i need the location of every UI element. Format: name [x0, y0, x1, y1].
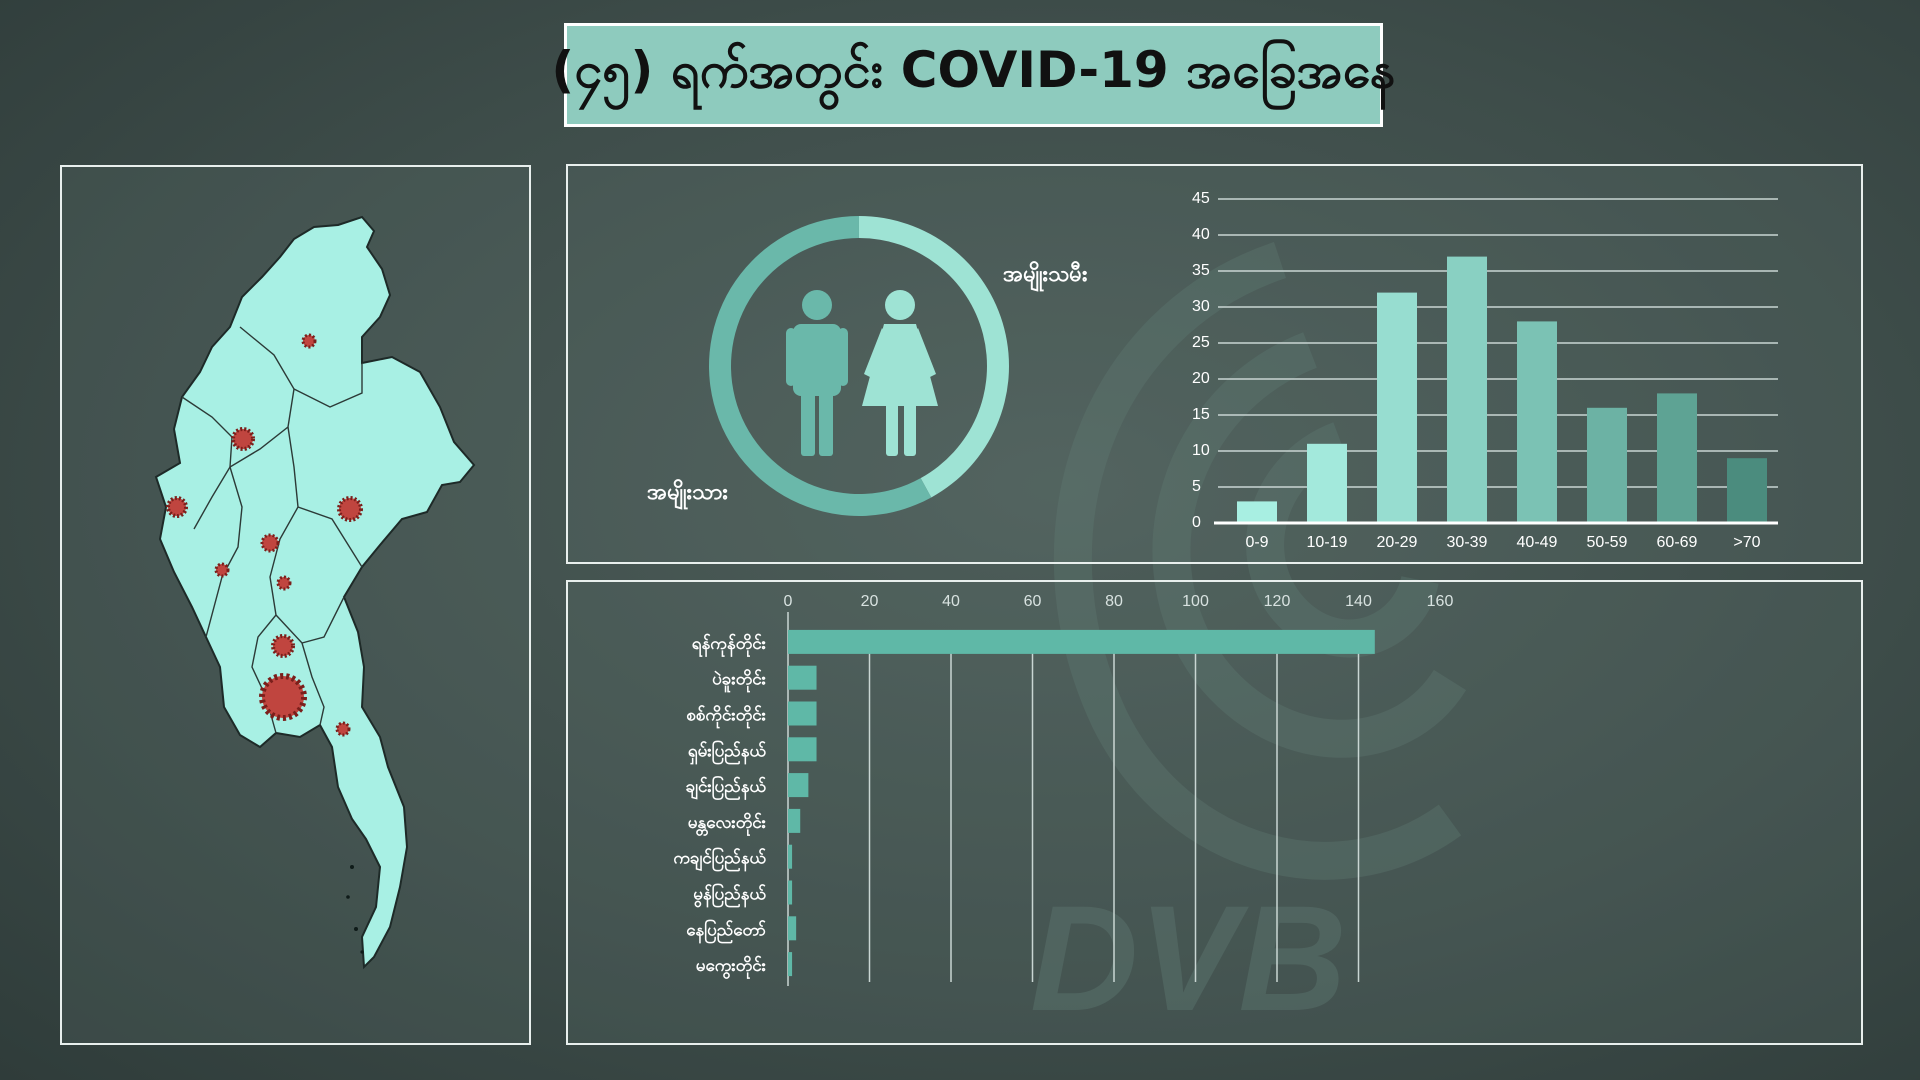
region-category-label: မန္တလေးတိုင်း	[688, 812, 767, 837]
age-ytick-label: 30	[1192, 298, 1210, 315]
region-xtick-label: 40	[942, 593, 960, 610]
donut-slice-male	[709, 216, 932, 516]
region-svg: 0 20 40 60 80 100 120 140 160 ရန်ကုန်တိုင်းပဲခူးတ…	[673, 593, 1453, 986]
region-bar	[788, 701, 817, 726]
age-bar-chart: 0 5 10 15 20 25 30 35 40 45 0-9 10-19 20-29 30-39 40-4…	[1192, 190, 1778, 551]
age-bar	[1307, 443, 1347, 523]
region-category-label: ရှမ်းပြည်နယ်	[688, 738, 767, 765]
region-xtick-label: 60	[1024, 593, 1042, 610]
page-title: (၄၅) ရက်အတွင်း COVID-19 အခြေအနေ	[551, 40, 1396, 99]
female-icon	[862, 290, 938, 456]
region-bar	[788, 737, 817, 762]
age-ytick-label: 40	[1192, 226, 1210, 243]
age-xtick-label: 50-59	[1587, 534, 1628, 551]
region-category-label: မွန်ပြည်နယ်	[693, 882, 766, 909]
virus-icon	[214, 562, 230, 578]
age-ytick-label: 20	[1192, 370, 1210, 387]
male-label: အမျိုးသား	[647, 478, 728, 510]
age-ytick-label: 0	[1192, 514, 1201, 531]
virus-icon	[259, 673, 307, 721]
age-ytick-label: 45	[1192, 190, 1210, 207]
female-label: အမျိုးသမီး	[1003, 260, 1088, 292]
myanmar-map	[154, 215, 476, 970]
region-xtick-label: 120	[1264, 593, 1291, 610]
region-category-label: မကွေးတိုင်း	[696, 955, 767, 980]
region-bar	[788, 952, 793, 977]
age-bar	[1447, 256, 1487, 523]
region-bar	[788, 916, 797, 941]
region-xtick-label: 80	[1105, 593, 1123, 610]
map-panel	[60, 165, 531, 1045]
gender-age-svg: အမျိုးသမီး အမျိုးသား 0510152025303540450…	[647, 190, 1778, 551]
age-ytick-label: 5	[1192, 478, 1201, 495]
region-xtick-label: 140	[1345, 593, 1372, 610]
region-category-label: စစ်ကိုင်းတိုင်း	[686, 705, 766, 730]
age-xtick-label: 30-39	[1447, 534, 1488, 551]
age-xtick-label: 20-29	[1377, 534, 1418, 551]
region-bar	[788, 844, 793, 869]
virus-icon	[337, 496, 363, 522]
region-category-label: နေပြည်တော်	[686, 917, 766, 944]
gender-donut-chart	[709, 216, 1010, 516]
male-icon	[786, 290, 848, 456]
region-category-label: ပဲခူးတိုင်း	[712, 669, 767, 694]
virus-icon	[301, 333, 317, 349]
age-xtick-label: 10-19	[1307, 534, 1348, 551]
region-category-label: ရန်ကုန်တိုင်း	[692, 633, 767, 658]
region-bar	[788, 808, 801, 833]
region-bar-chart: 0 20 40 60 80 100 120 140 160 ရန်ကုန်တိုင်းပဲခူးတ…	[673, 593, 1453, 986]
islands	[346, 865, 364, 954]
gender-age-panel: အမျိုးသမီး အမျိုးသား 0 5 10 15 20 25 30 35 40 45 0…	[566, 164, 1863, 564]
region-xtick-label: 20	[861, 593, 879, 610]
region-category-label: ချင်းပြည်နယ်	[686, 774, 767, 801]
age-ytick-label: 10	[1192, 442, 1210, 459]
virus-icon	[276, 575, 292, 591]
age-ytick-label: 35	[1192, 262, 1210, 279]
virus-icon	[166, 496, 188, 518]
region-bar	[788, 773, 809, 798]
region-bar	[788, 665, 817, 690]
age-bar	[1517, 321, 1557, 523]
title-banner: (၄၅) ရက်အတွင်း COVID-19 အခြေအနေ	[551, 23, 1396, 127]
donut-slice-female	[859, 216, 1010, 498]
age-bar	[1377, 292, 1417, 523]
age-xtick-label: 40-49	[1517, 534, 1558, 551]
age-bar	[1727, 458, 1767, 523]
state-borders	[181, 326, 363, 734]
virus-icon	[260, 533, 280, 553]
age-xtick-label: 60-69	[1657, 534, 1698, 551]
region-panel: 0 20 40 60 80 100 120 140 160 ရန်ကုန်တိုင်းပဲခူးတ…	[566, 580, 1863, 1045]
age-bar	[1587, 407, 1627, 523]
region-bar	[788, 880, 793, 905]
region-xtick-label: 0	[784, 593, 793, 610]
age-xtick-label: >70	[1733, 534, 1760, 551]
age-xtick-label: 0-9	[1245, 534, 1268, 551]
age-ytick-label: 15	[1192, 406, 1210, 423]
region-xtick-label: 100	[1182, 593, 1209, 610]
age-bar	[1237, 501, 1277, 523]
virus-markers	[166, 333, 363, 737]
virus-icon	[335, 721, 351, 737]
virus-icon	[231, 427, 255, 451]
myanmar-outline	[154, 215, 476, 970]
age-bar	[1657, 393, 1697, 523]
region-category-label: ကချင်ပြည်နယ်	[673, 846, 766, 873]
virus-icon	[271, 634, 295, 658]
age-ytick-label: 25	[1192, 334, 1210, 351]
region-xtick-label: 160	[1427, 593, 1454, 610]
region-bar	[788, 629, 1375, 654]
